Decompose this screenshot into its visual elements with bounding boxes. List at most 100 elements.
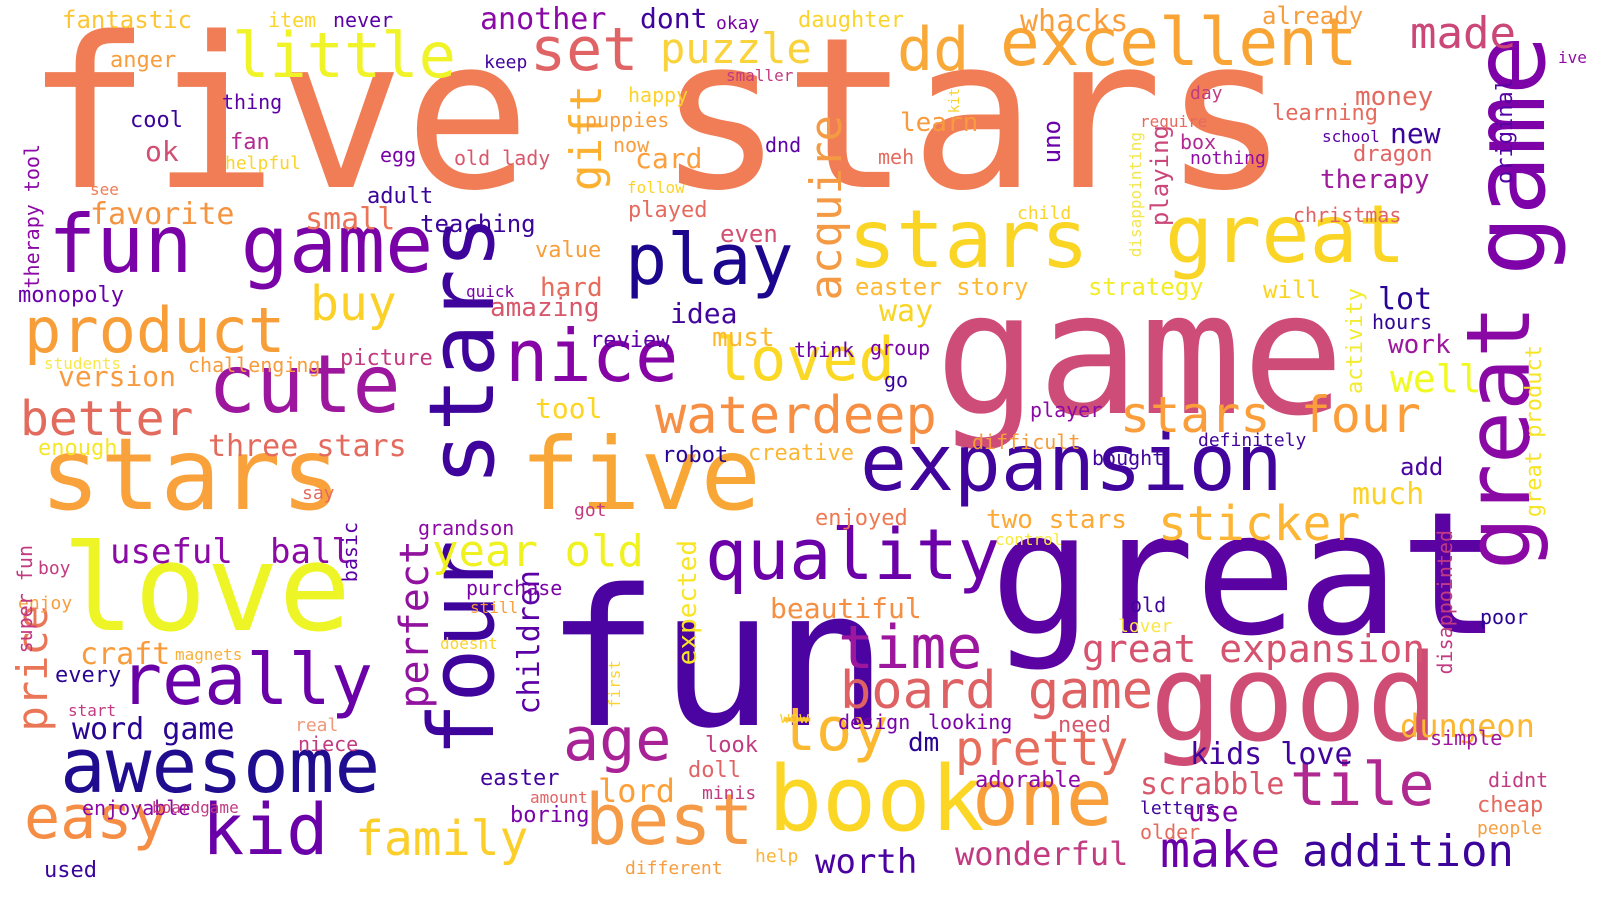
cloud-word-way: way — [879, 294, 934, 329]
cloud-word-definitely: definitely — [1198, 430, 1307, 451]
cloud-word-item: item — [268, 8, 317, 32]
cloud-word-helpful: helpful — [225, 153, 301, 174]
cloud-word-dungeon: dungeon — [1400, 707, 1535, 745]
cloud-word-scrabble: scrabble — [1140, 767, 1285, 802]
cloud-word-need: need — [1058, 713, 1111, 738]
cloud-word-kids-love: kids love — [1190, 737, 1353, 772]
cloud-word-smaller: smaller — [726, 66, 794, 85]
cloud-word-uno: uno — [1038, 120, 1066, 164]
cloud-word-egg: egg — [380, 143, 417, 167]
cloud-word-never: never — [333, 8, 394, 32]
cloud-word-whacks: whacks — [1020, 4, 1129, 39]
cloud-word-students: students — [44, 354, 122, 373]
cloud-word-set: set — [530, 15, 639, 85]
cloud-word-five-stars: five stars — [25, 0, 1290, 237]
cloud-word-great-expansion: great expansion — [1082, 627, 1426, 671]
cloud-word-fan: fan — [230, 130, 270, 155]
cloud-word-great-product: great product — [1522, 345, 1547, 518]
cloud-word-worth: worth — [815, 842, 918, 882]
cloud-word-love: love — [62, 520, 351, 659]
cloud-word-teaching: teaching — [420, 210, 536, 238]
cloud-word-thing: thing — [222, 90, 283, 114]
cloud-word-challenging: challenging — [188, 353, 321, 377]
cloud-word-monopoly: monopoly — [18, 283, 124, 308]
cloud-word-cool: cool — [130, 108, 183, 133]
cloud-word-letters: letters — [1140, 798, 1216, 819]
cloud-word-review: review — [590, 328, 670, 353]
cloud-word-board-game: board game — [840, 661, 1154, 721]
cloud-word-require: require — [1140, 112, 1208, 131]
cloud-word-people: people — [1477, 818, 1543, 839]
cloud-word-difficult: difficult — [972, 430, 1081, 454]
cloud-word-toy: toy — [780, 695, 889, 765]
cloud-word-age: age — [563, 705, 672, 775]
cloud-word-cheap: cheap — [1477, 793, 1544, 818]
cloud-word-purchase: purchase — [466, 576, 563, 600]
cloud-word-dnd: dnd — [765, 133, 802, 157]
cloud-word-easter: easter — [480, 766, 560, 791]
cloud-word-control: control — [995, 530, 1063, 549]
cloud-word-well: well — [1390, 357, 1482, 401]
cloud-word-will: will — [1263, 276, 1321, 304]
cloud-word-therapy-tool: therapy tool — [20, 144, 44, 289]
cloud-word-even: even — [720, 220, 778, 248]
cloud-word-looking: looking — [928, 710, 1013, 734]
cloud-word-another: another — [480, 2, 607, 37]
cloud-word-puppies: puppies — [585, 108, 670, 132]
cloud-word-useful: useful — [110, 532, 233, 572]
cloud-word-older: older — [1140, 820, 1201, 844]
cloud-word-first: first — [605, 660, 624, 709]
cloud-word-stars-four: stars four — [1120, 386, 1422, 444]
cloud-word-doll: doll — [688, 758, 741, 783]
cloud-word-word-game: word game — [72, 712, 235, 747]
cloud-word-kit: kit — [947, 88, 963, 114]
cloud-word-magnets: magnets — [175, 645, 243, 664]
cloud-word-game: game — [935, 256, 1345, 454]
cloud-word-disappointed: disappointed — [1433, 530, 1457, 675]
cloud-word-fun-game: fun game — [48, 198, 434, 291]
cloud-word-doesnt: doesnt — [440, 634, 498, 653]
cloud-word-see: see — [90, 180, 119, 199]
cloud-word-poor: poor — [1480, 605, 1529, 629]
cloud-word-day: day — [1190, 83, 1223, 104]
cloud-word-box: box — [1180, 130, 1217, 154]
cloud-word-ive: ive — [1558, 48, 1587, 67]
cloud-word-amazing: amazing — [490, 293, 600, 323]
cloud-word-must: must — [712, 323, 775, 353]
cloud-word-happy: happy — [628, 83, 689, 107]
cloud-word-new: new — [1390, 117, 1441, 150]
cloud-word-really: really — [120, 639, 373, 721]
cloud-word-ball: ball — [270, 532, 352, 572]
cloud-word-little: little — [232, 19, 456, 92]
cloud-word-best: best — [585, 779, 754, 861]
cloud-word-enough: enough — [38, 436, 118, 461]
cloud-word-year-old: year old — [432, 526, 644, 577]
cloud-word-perfect: perfect — [392, 540, 438, 709]
cloud-word-real: real — [295, 715, 339, 736]
cloud-word-family: family — [355, 811, 529, 867]
cloud-word-niece: niece — [298, 732, 359, 756]
cloud-word-value: value — [535, 238, 602, 263]
cloud-word-used: used — [44, 858, 97, 883]
cloud-word-good: good — [1150, 630, 1439, 769]
cloud-word-awesome: awesome — [60, 721, 381, 810]
cloud-word-five: five — [520, 416, 761, 533]
cloud-word-player: player — [1030, 398, 1103, 422]
cloud-word-still: still — [470, 598, 519, 617]
cloud-word-played: played — [628, 198, 708, 223]
cloud-word-tile: tile — [1290, 750, 1435, 820]
cloud-word-disappointing: disappointing — [1126, 132, 1145, 258]
cloud-word-amount: amount — [530, 788, 588, 807]
cloud-word-puzzle: puzzle — [660, 24, 812, 73]
cloud-word-enjoy: enjoy — [18, 593, 73, 614]
cloud-word-child: child — [1017, 203, 1072, 224]
cloud-word-boardgame: boardgame — [152, 798, 239, 817]
cloud-word-make: make — [1160, 821, 1281, 879]
cloud-word-playing: playing — [1146, 125, 1174, 227]
cloud-word-dm: dm — [908, 728, 940, 758]
cloud-word-keep: keep — [484, 52, 528, 73]
cloud-word-fun: fun — [545, 549, 889, 770]
cloud-word-christmas: christmas — [1293, 203, 1402, 227]
cloud-word-design: design — [838, 710, 911, 734]
